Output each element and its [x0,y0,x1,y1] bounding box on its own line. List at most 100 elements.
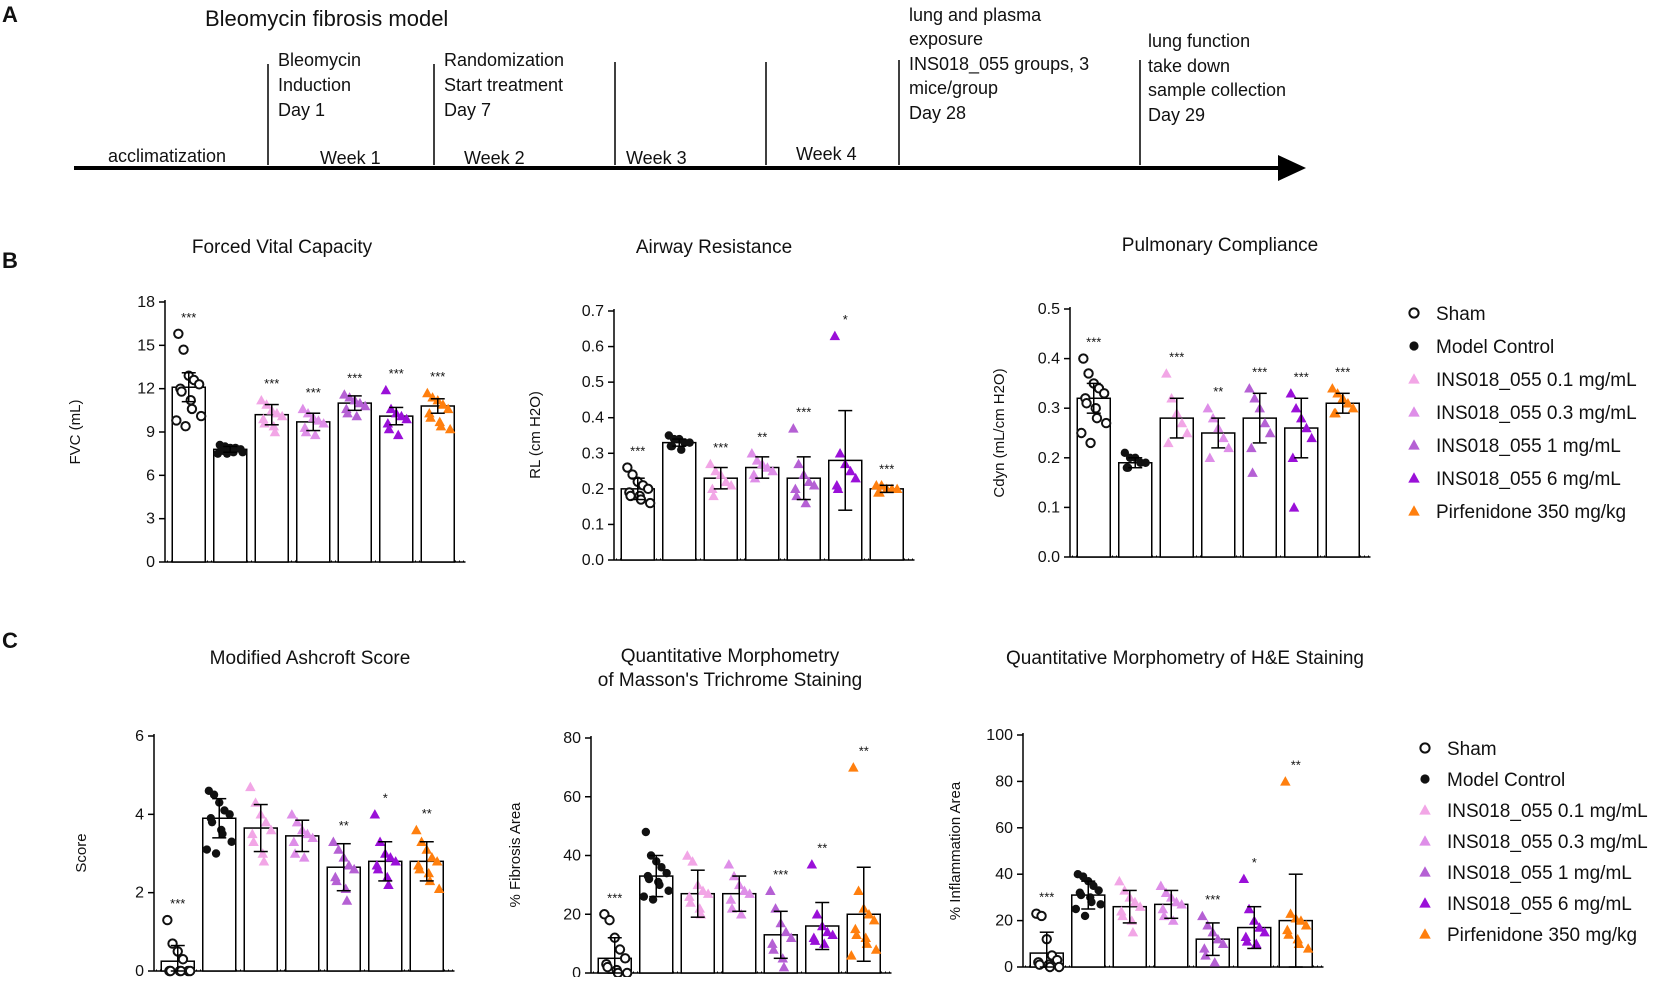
data-point [444,423,456,434]
data-point [697,885,709,895]
data-point [834,448,846,458]
data-point [790,483,801,494]
data-point [705,458,716,469]
data-point [1123,463,1133,472]
data-point [1306,432,1317,443]
significance-label: *** [1294,369,1309,384]
legend-panel-b: Sham Model Control INS018_055 0.1 mg/mL INS… [1408,304,1637,523]
data-point [644,497,656,509]
event-line: lung and plasma [909,5,1042,25]
chart-title: Forced Vital Capacity [192,237,373,258]
data-point [426,852,438,862]
y-tick-label: 2 [135,885,144,902]
data-point [171,415,182,426]
data-point [1408,472,1420,483]
data-point [604,914,615,926]
data-point [1280,776,1291,786]
y-tick-label: 80 [995,773,1013,790]
y-tick-label: 18 [137,294,155,311]
data-point [850,923,861,934]
legend-label: Pirfenidone 350 mg/kg [1447,925,1637,946]
data-point [739,885,750,895]
significance-label: ** [817,840,827,855]
chart-title: of Masson's Trichrome Staining [598,670,862,691]
data-point [193,379,205,390]
chart-title: Quantitative Morphometry [621,646,840,667]
data-point [180,421,191,432]
data-point [257,848,268,858]
significance-label: *** [430,369,445,384]
data-point [1085,437,1096,449]
y-axis-label: Cdyn (mL/cm H2O) [991,368,1008,497]
y-tick-label: 6 [146,467,155,484]
significance-label: ** [422,806,432,821]
y-tick-label: 0 [135,963,144,977]
y-tick-label: 60 [563,789,581,806]
data-point [1129,896,1141,907]
data-point [1408,406,1420,417]
data-point [687,856,698,866]
data-point [1163,437,1174,448]
data-point [874,487,885,497]
data-point [1287,452,1299,462]
significance-label: *** [607,890,622,905]
significance-label: ** [1291,757,1301,772]
panel-letter-a: A [2,2,18,27]
phase-label: acclimatization [108,146,226,166]
data-point [1197,910,1208,921]
data-point [1161,368,1172,378]
data-point [1218,432,1229,443]
phase-label: Week 2 [464,148,525,168]
data-point [258,856,270,866]
data-point [1244,383,1255,393]
data-point [1076,890,1086,900]
data-point [1087,897,1096,907]
data-point [648,895,658,904]
data-point [178,344,189,355]
data-point [343,860,355,870]
data-point [186,403,198,415]
data-point [1217,938,1229,948]
data-point [238,448,247,457]
legend-label: Model Control [1436,337,1554,358]
chart-title: Modified Ashcroft Score [210,648,411,669]
data-point [1117,910,1128,921]
data-point [351,410,362,421]
data-point [642,483,654,495]
panel-letter-c: C [2,628,18,653]
y-axis-label: RL (cm H2O) [527,391,544,479]
y-tick-label: 0.3 [1038,400,1060,417]
data-point [383,423,395,434]
bar [1159,417,1194,558]
bar [337,402,372,563]
y-tick-label: 0.0 [582,552,604,569]
data-point [1078,353,1089,364]
significance-label: * [843,312,848,327]
data-point [1204,452,1216,462]
data-point [1200,950,1211,960]
data-point [770,903,781,913]
data-point [286,809,298,819]
data-point [1157,903,1169,914]
legend-label: INS018_055 6 mg/mL [1447,894,1632,915]
data-point [1098,388,1110,399]
data-point [1240,931,1252,942]
data-point [1408,307,1420,319]
y-tick-label: 0.5 [582,374,604,391]
data-point [708,490,719,501]
data-point [1420,774,1430,784]
significance-label: ** [859,743,869,758]
significance-label: *** [306,385,321,400]
y-tick-label: 0.2 [1038,450,1060,467]
data-point [1053,961,1065,973]
chart-title: Airway Resistance [636,237,792,258]
data-point [725,480,737,490]
data-point [788,423,799,433]
event-line: lung function [1148,31,1250,51]
y-tick-label: 0 [1004,959,1013,976]
data-point [390,856,401,866]
data-point [1409,341,1419,351]
bar [254,413,289,563]
